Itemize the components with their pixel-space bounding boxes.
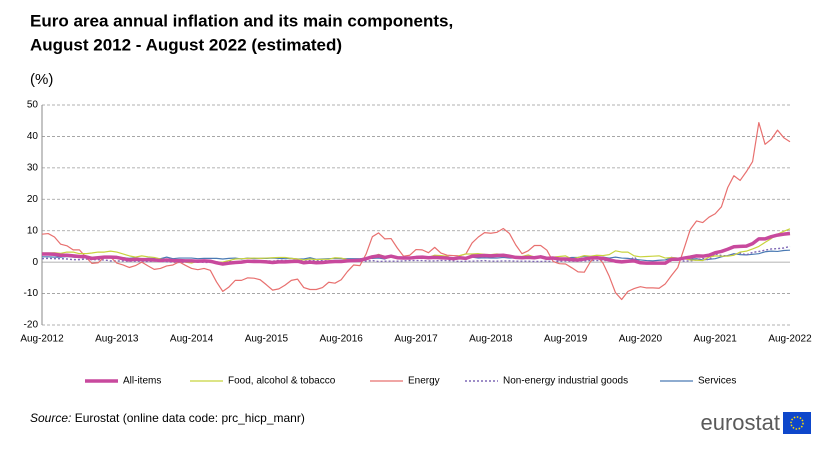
x-tick-label: Aug-2021 [694,334,738,345]
logo-stars [790,416,804,430]
y-tick-label: 40 [27,131,39,142]
y-tick-label: 20 [27,194,39,205]
y-tick-label: -20 [24,320,39,331]
legend-label: All-items [123,376,161,387]
x-tick-label: Aug-2020 [619,334,663,345]
y-tick-label: 0 [32,257,38,268]
x-tick-label: Aug-2017 [394,334,438,345]
y-tick-label: -10 [24,288,39,299]
x-tick-label: Aug-2018 [469,334,513,345]
x-tick-label: Aug-2016 [320,334,364,345]
legend-label: Energy [408,376,440,387]
x-tick-label: Aug-2015 [245,334,289,345]
legend-label: Services [698,376,736,387]
source-label: Source: [30,411,71,425]
x-tick-label: Aug-2012 [20,334,64,345]
x-tick-label: Aug-2019 [544,334,588,345]
logo-text: eurostat [701,410,781,435]
logo-flag [783,412,811,434]
x-tick-label: Aug-2014 [170,334,214,345]
y-tick-label: 50 [27,100,39,111]
series-line [41,122,791,301]
legend-label: Non-energy industrial goods [503,376,628,387]
legend-label: Food, alcohol & tobacco [228,376,336,387]
chart-title: August 2012 - August 2022 (estimated) [30,35,342,54]
source-text: Eurostat (online data code: prc_hicp_man… [75,411,305,425]
y-tick-label: 10 [27,225,39,236]
x-tick-label: Aug-2022 [768,334,812,345]
chart-title: Euro area annual inflation and its main … [30,11,453,30]
x-tick-label: Aug-2013 [95,334,139,345]
y-axis-label: (%) [30,71,53,88]
y-tick-label: 30 [27,162,39,173]
source: Source: Eurostat (online data code: prc_… [30,411,305,425]
series-line [42,231,791,266]
